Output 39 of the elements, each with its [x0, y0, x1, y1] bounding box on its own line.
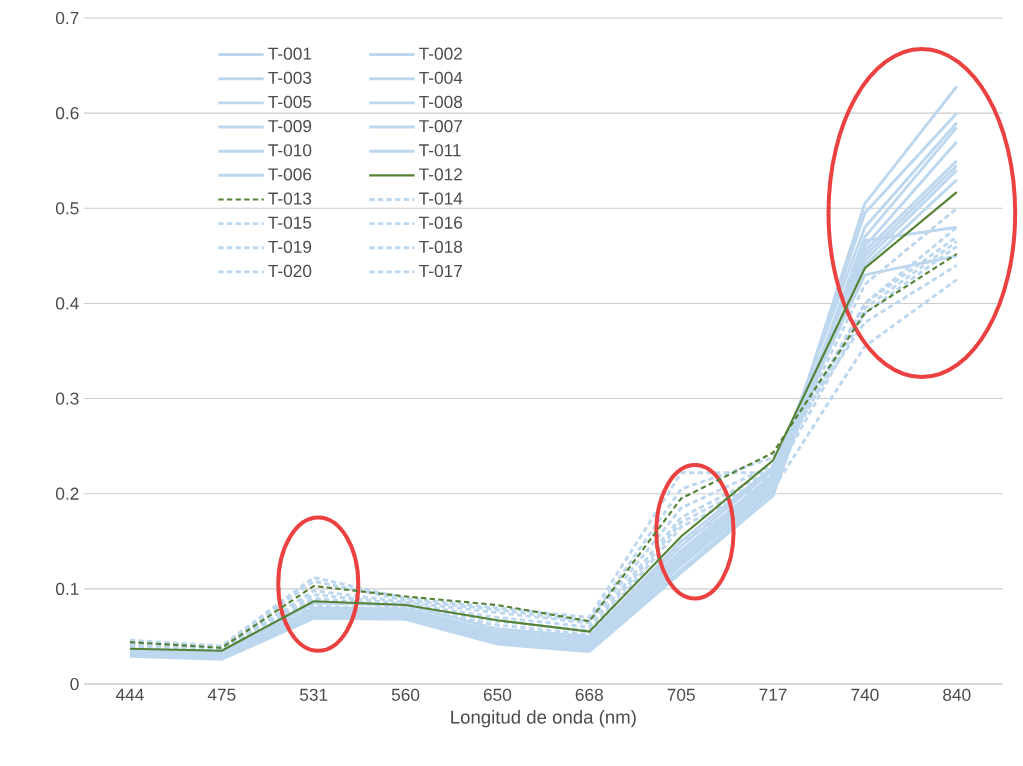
x-tick-label: 444	[115, 688, 144, 701]
legend-label: T-009	[268, 119, 312, 133]
x-tick-label: 705	[667, 688, 695, 701]
x-tick-label: 475	[207, 688, 236, 701]
legend-label: T-019	[268, 240, 312, 253]
y-tick-label: 0.7	[55, 11, 79, 25]
x-tick-label: 840	[943, 688, 971, 701]
x-tick-label: 650	[483, 688, 512, 701]
x-tick-label: 668	[575, 688, 603, 701]
x-tick-label: 740	[851, 688, 879, 701]
legend-label: T-011	[419, 144, 461, 157]
x-tick-label: 531	[299, 688, 328, 701]
legend-label: T-010	[268, 144, 312, 157]
legend-label: T-017	[419, 264, 462, 278]
y-tick-label: 0.5	[55, 202, 79, 215]
x-axis-title: Longitud de onda (nm)	[451, 710, 636, 728]
x-tick-label: 717	[759, 688, 787, 701]
legend-label: T-001	[268, 47, 312, 60]
legend-label: T-016	[419, 216, 463, 229]
legend-label: T-008	[419, 95, 463, 109]
legend-label: T-002	[419, 47, 462, 60]
legend-label: T-012	[419, 168, 462, 181]
legend-label: T-015	[268, 216, 312, 229]
x-tick-label: 560	[391, 688, 420, 701]
y-tick-label: 0.1	[55, 582, 79, 595]
legend-label: T-004	[419, 71, 463, 84]
y-tick-label: 0.2	[55, 487, 79, 500]
legend-label: T-018	[419, 240, 463, 253]
legend-label: T-007	[419, 119, 462, 133]
legend-label: T-013	[268, 192, 312, 205]
legend-label: T-006	[268, 168, 312, 181]
legend-label: T-005	[268, 95, 312, 109]
y-tick-label: 0.3	[55, 392, 79, 405]
y-tick-label: 0.6	[55, 107, 79, 120]
legend-label: T-020	[268, 264, 312, 278]
legend-label: T-003	[268, 71, 312, 84]
y-tick-label: 0.4	[55, 297, 79, 310]
y-tick-label: 0	[70, 677, 79, 691]
legend-label: T-014	[419, 192, 463, 205]
